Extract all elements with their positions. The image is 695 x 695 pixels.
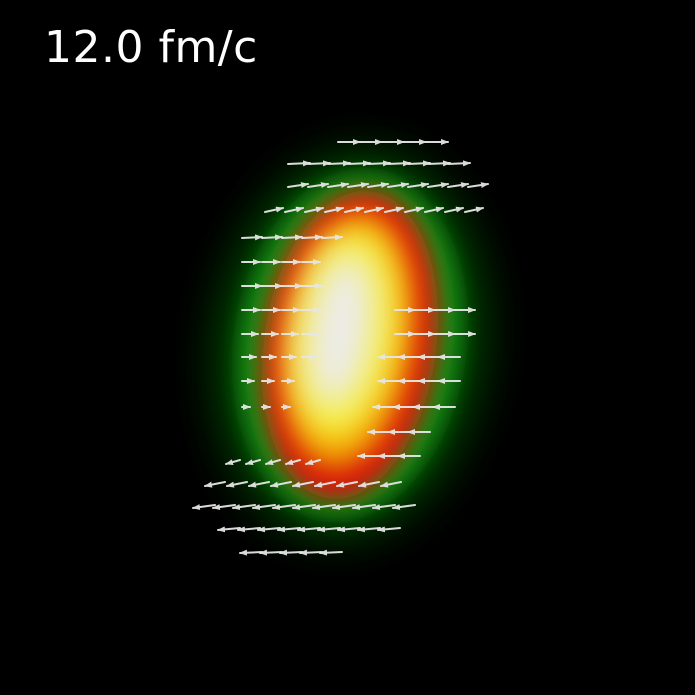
velocity-arrow-icon — [367, 160, 391, 167]
velocity-arrow-icon — [314, 481, 336, 488]
velocity-arrow-icon — [447, 182, 469, 189]
velocity-arrow-icon — [327, 182, 349, 189]
velocity-arrow-icon — [287, 182, 309, 189]
velocity-arrow-icon — [358, 481, 380, 488]
velocity-arrow-icon — [317, 526, 341, 533]
velocity-arrow-icon — [464, 206, 484, 213]
velocity-arrow-icon — [292, 481, 314, 488]
velocity-arrow-icon — [357, 526, 381, 533]
velocity-arrow-icon — [336, 481, 358, 488]
velocity-arrow-icon — [226, 481, 248, 488]
velocity-arrow-icon — [285, 459, 301, 465]
density-core — [304, 250, 376, 410]
velocity-arrow-icon — [192, 504, 216, 511]
velocity-arrow-icon — [337, 526, 361, 533]
velocity-arrow-icon — [387, 160, 411, 167]
velocity-arrow-icon — [304, 206, 324, 213]
velocity-arrow-icon — [407, 182, 429, 189]
velocity-arrow-icon — [301, 234, 323, 241]
velocity-arrow-icon — [404, 206, 424, 213]
velocity-arrow-icon — [392, 504, 416, 511]
velocity-arrow-icon — [239, 549, 263, 556]
velocity-arrow-icon — [237, 526, 261, 533]
velocity-arrow-icon — [248, 481, 270, 488]
velocity-arrow-icon — [252, 504, 276, 511]
velocity-arrow-icon — [387, 182, 409, 189]
velocity-arrow-icon — [380, 481, 402, 488]
velocity-arrow-icon — [287, 160, 311, 167]
velocity-arrow-icon — [305, 459, 321, 465]
velocity-arrow-icon — [467, 182, 489, 189]
velocity-arrow-icon — [245, 459, 261, 465]
velocity-arrow-icon — [270, 481, 292, 488]
velocity-arrow-icon — [241, 234, 263, 241]
velocity-arrow-icon — [265, 459, 281, 465]
velocity-arrow-icon — [424, 206, 444, 213]
velocity-arrow-icon — [257, 526, 281, 533]
velocity-arrow-icon — [284, 206, 304, 213]
velocity-arrow-icon — [324, 206, 344, 213]
velocity-arrow-icon — [407, 160, 431, 167]
velocity-arrow-icon — [364, 206, 384, 213]
velocity-arrow-icon — [232, 504, 256, 511]
velocity-arrow-icon — [272, 504, 296, 511]
velocity-arrow-icon — [347, 160, 371, 167]
velocity-arrow-icon — [277, 526, 301, 533]
velocity-arrow-icon — [327, 160, 351, 167]
velocity-arrow-icon — [332, 504, 356, 511]
velocity-arrow-icon — [217, 526, 241, 533]
velocity-arrow-icon — [299, 549, 323, 556]
velocity-arrow-icon — [259, 549, 283, 556]
velocity-arrow-icon — [444, 206, 464, 213]
velocity-arrow-icon — [319, 549, 343, 556]
velocity-arrow-icon — [264, 206, 284, 213]
velocity-arrow-icon — [427, 160, 451, 167]
velocity-arrow-icon — [377, 526, 401, 533]
velocity-arrow-icon — [372, 504, 396, 511]
velocity-arrow-icon — [297, 526, 321, 533]
velocity-arrow-icon — [279, 549, 303, 556]
velocity-arrow-icon — [321, 234, 343, 241]
velocity-arrow-icon — [261, 234, 283, 241]
velocity-arrow-icon — [212, 504, 236, 511]
velocity-arrow-icon — [347, 182, 369, 189]
velocity-arrow-icon — [384, 206, 404, 213]
density-blob — [213, 150, 487, 540]
velocity-arrow-icon — [367, 182, 389, 189]
velocity-arrow-icon — [427, 182, 449, 189]
velocity-arrow-icon — [344, 206, 364, 213]
velocity-arrow-icon — [352, 504, 376, 511]
time-label: 12.0 fm/c — [44, 22, 258, 73]
velocity-field — [192, 139, 489, 556]
velocity-arrow-icon — [307, 182, 329, 189]
velocity-arrow-icon — [307, 160, 331, 167]
velocity-arrow-icon — [281, 234, 303, 241]
velocity-arrow-icon — [292, 504, 316, 511]
velocity-arrow-icon — [312, 504, 336, 511]
velocity-arrow-icon — [225, 459, 241, 465]
velocity-arrow-icon — [447, 160, 471, 167]
velocity-arrow-icon — [204, 481, 226, 488]
